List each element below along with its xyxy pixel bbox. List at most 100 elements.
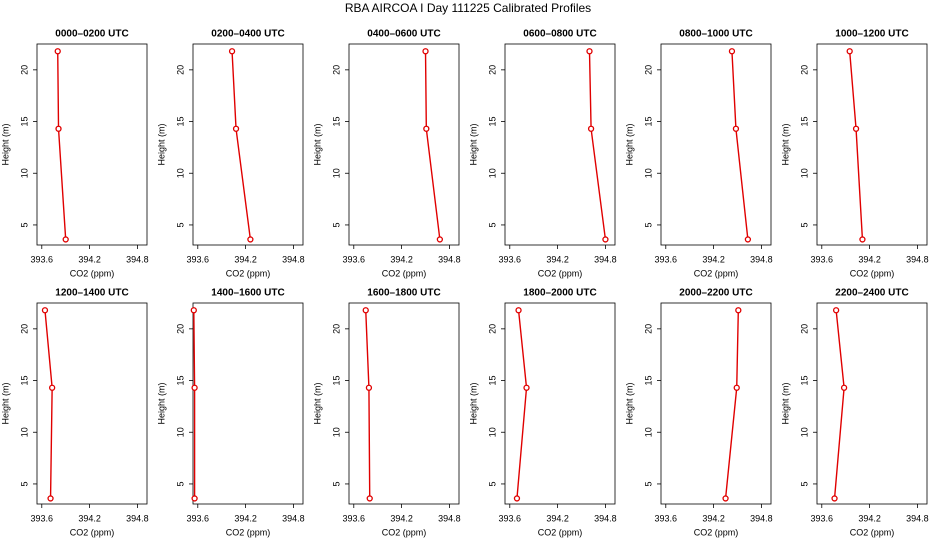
y-tick-label: 20 [175, 324, 185, 334]
y-tick-label: 15 [331, 376, 341, 386]
x-tick-label: 394.2 [702, 254, 725, 264]
profile-line [516, 310, 528, 499]
profile-line [588, 51, 607, 240]
data-point [247, 236, 254, 243]
x-tick-label: 394.2 [858, 513, 881, 523]
x-tick-label: 394.2 [546, 513, 569, 523]
x-tick-label: 393.6 [499, 513, 522, 523]
data-point [846, 48, 853, 55]
x-tick-label: 393.6 [655, 513, 678, 523]
y-tick-label: 5 [487, 481, 497, 486]
y-tick-label: 5 [487, 222, 497, 227]
y-axis-label: Height (m) [468, 382, 478, 424]
x-tick-label: 394.2 [78, 254, 101, 264]
y-tick-label: 20 [331, 324, 341, 334]
y-tick-label: 10 [175, 168, 185, 178]
y-tick-label: 5 [799, 481, 809, 486]
y-tick-label: 10 [19, 168, 29, 178]
data-point [62, 236, 69, 243]
data-point [722, 495, 729, 502]
x-tick-label: 394.2 [234, 513, 257, 523]
data-point [228, 48, 236, 55]
y-tick-label: 15 [175, 117, 185, 127]
panel-title: 2000–2200 UTC [679, 288, 752, 299]
data-point [54, 48, 61, 55]
y-tick-label: 10 [799, 427, 809, 437]
y-tick-label: 20 [19, 65, 29, 75]
y-tick-label: 20 [487, 324, 497, 334]
plot-frame [660, 302, 772, 505]
x-axis-label: CO2 (ppm) [226, 268, 271, 278]
data-point [832, 307, 840, 314]
x-tick-label: 394.2 [390, 254, 413, 264]
y-tick-label: 10 [487, 168, 497, 178]
x-tick-label: 394.8 [438, 254, 461, 264]
y-tick-label: 5 [643, 481, 653, 486]
data-point [732, 125, 740, 132]
y-axis-label: Height (m) [624, 382, 634, 424]
x-axis-label: CO2 (ppm) [226, 527, 271, 537]
x-axis-label: CO2 (ppm) [382, 527, 427, 537]
x-tick-label: 393.6 [811, 513, 834, 523]
data-point [728, 48, 736, 55]
profile-line [833, 310, 845, 499]
x-tick-label: 394.8 [282, 513, 305, 523]
data-point [362, 307, 369, 314]
y-tick-label: 10 [643, 427, 653, 437]
x-tick-label: 394.2 [546, 254, 569, 264]
x-tick-label: 393.6 [31, 254, 54, 264]
plot-frame [192, 302, 304, 505]
data-point [191, 495, 198, 502]
panel-title: 1000–1200 UTC [835, 29, 908, 40]
data-point [41, 307, 49, 314]
panel-title: 1600–1800 UTC [367, 288, 440, 299]
data-point [190, 307, 197, 314]
x-tick-label: 394.8 [906, 254, 929, 264]
y-tick-label: 5 [175, 222, 185, 227]
data-point [423, 125, 430, 132]
panel-title: 2200–2400 UTC [835, 288, 908, 299]
data-point [840, 384, 848, 391]
data-point [436, 236, 444, 243]
x-axis-label: CO2 (ppm) [538, 527, 583, 537]
data-point [587, 125, 595, 132]
x-axis-label: CO2 (ppm) [538, 268, 583, 278]
data-point [365, 384, 373, 391]
x-axis-label: CO2 (ppm) [694, 268, 739, 278]
x-tick-label: 394.8 [282, 254, 305, 264]
y-tick-label: 10 [487, 427, 497, 437]
x-axis-label: CO2 (ppm) [70, 268, 115, 278]
panel-title: 1400–1600 UTC [211, 288, 284, 299]
y-axis-label: Height (m) [0, 123, 10, 165]
data-point [852, 125, 860, 132]
y-tick-label: 5 [175, 481, 185, 486]
data-point [523, 384, 530, 391]
y-axis-label: Height (m) [0, 382, 10, 424]
x-tick-label: 393.6 [343, 254, 366, 264]
x-tick-label: 393.6 [343, 513, 366, 523]
y-tick-label: 20 [487, 65, 497, 75]
y-tick-label: 10 [643, 168, 653, 178]
x-tick-label: 394.8 [594, 254, 617, 264]
y-axis-label: Height (m) [624, 123, 634, 165]
y-axis-label: Height (m) [780, 382, 790, 424]
y-axis-label: Height (m) [312, 123, 322, 165]
x-tick-label: 394.8 [906, 513, 929, 523]
x-axis-label: CO2 (ppm) [850, 268, 895, 278]
y-axis-label: Height (m) [156, 382, 166, 424]
plot-frame [816, 43, 928, 246]
panel-title: 0000–0200 UTC [55, 29, 128, 40]
panel-title: 1800–2000 UTC [523, 288, 596, 299]
panel-title: 0200–0400 UTC [211, 29, 284, 40]
y-tick-label: 10 [175, 427, 185, 437]
y-tick-label: 20 [799, 324, 809, 334]
y-tick-label: 20 [799, 65, 809, 75]
profile-line [424, 51, 441, 240]
panel-title: 0400–0600 UTC [367, 29, 440, 40]
y-tick-label: 15 [799, 376, 809, 386]
profile-line [365, 310, 371, 499]
y-tick-label: 5 [19, 481, 29, 486]
y-tick-label: 20 [643, 65, 653, 75]
y-tick-label: 15 [175, 376, 185, 386]
x-tick-label: 394.2 [390, 513, 413, 523]
